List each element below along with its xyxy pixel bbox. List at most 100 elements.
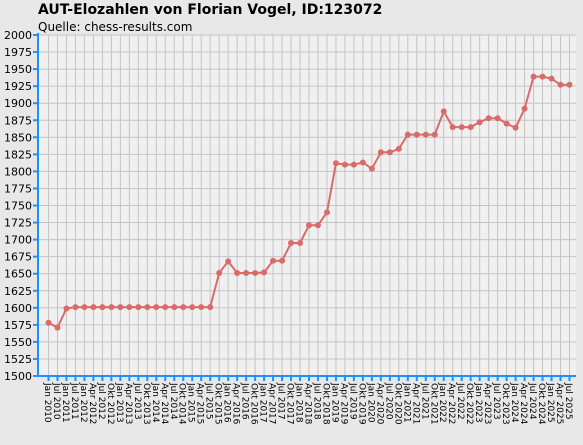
x-tick-label: Okt 2023 [500,383,510,425]
y-tick-label: 1750 [4,200,32,213]
x-tick-label: Jan 2013 [114,382,124,423]
data-point [216,270,223,277]
x-tick-label: Okt 2016 [249,383,259,425]
data-point [458,124,465,131]
x-tick-label: Jan 2015 [186,382,196,423]
x-tick-label: Jan 2018 [294,382,304,423]
data-point [530,73,537,80]
data-point [180,304,187,311]
x-tick-label: Apr 2015 [195,383,205,424]
data-point [171,304,178,311]
x-tick-label: Jan 2011 [60,382,70,423]
data-point [323,209,330,216]
data-point [72,304,79,311]
y-tick-label: 2000 [4,29,32,42]
x-tick-label: Apr 2016 [231,383,241,425]
y-tick-label: 1900 [4,97,32,110]
data-point [386,149,393,156]
data-point [207,304,214,311]
y-tick-label: 1875 [4,114,32,127]
x-tick-label: Okt 2020 [392,383,402,425]
y-tick-label: 1500 [4,370,32,383]
data-point [279,257,286,264]
x-tick-label: Apr 2017 [267,383,277,424]
data-point [332,160,339,167]
data-point [395,145,402,152]
x-tick-label: Okt 2022 [464,383,474,425]
data-point [234,270,241,277]
data-point [350,161,357,168]
x-tick-label: Jul 2020 [383,382,393,420]
data-point [45,319,52,326]
data-point [440,108,447,115]
x-tick-label: Apr 2012 [87,383,97,424]
x-tick-label: Okt 2018 [320,383,330,425]
x-tick-label: Jan 2024 [509,382,519,423]
data-point [90,304,97,311]
data-point [189,304,196,311]
x-tick-label: Jul 2014 [168,382,178,420]
x-tick-label: Jan 2012 [78,382,88,423]
y-tick-label: 1700 [4,234,32,247]
y-tick-label: 1975 [4,46,32,59]
data-point [261,269,268,276]
data-point [512,124,519,131]
y-tick-label: 1600 [4,302,32,315]
x-tick-label: Jan 2016 [222,382,232,423]
x-tick-label: Jan 2022 [437,382,447,423]
y-tick-label: 1950 [4,63,32,76]
y-tick-label: 1650 [4,268,32,281]
x-tick-label: Jul 2011 [69,382,79,420]
data-point [449,124,456,131]
data-point [341,161,348,168]
data-point [108,304,115,311]
x-tick-label: Apr 2019 [338,383,348,425]
data-point [81,304,88,311]
data-point [404,131,411,138]
y-tick-label: 1725 [4,217,32,230]
data-point [117,304,124,311]
data-point [422,131,429,138]
data-point [359,159,366,166]
data-point [431,131,438,138]
x-tick-label: Apr 2020 [374,383,384,425]
y-tick-label: 1825 [4,148,32,161]
y-tick-label: 1925 [4,80,32,93]
x-tick-label: Jul 2023 [491,382,501,420]
x-tick-label: Jul 2016 [240,382,250,420]
data-point [288,240,295,247]
x-tick-label: Okt 2012 [105,383,115,425]
x-tick-label: Jul 2018 [311,382,321,420]
x-tick-label: Apr 2024 [518,383,528,425]
data-point [243,270,250,277]
data-point [162,304,169,311]
x-tick-label: Apr 2018 [303,383,313,425]
data-point [225,258,232,265]
data-point [467,124,474,131]
data-point [54,324,61,331]
data-point [126,304,133,311]
x-tick-label: Jul 2022 [455,382,465,420]
x-tick-label: Jul 2021 [419,382,429,420]
x-tick-label: Okt 2024 [536,383,546,425]
data-point [135,304,142,311]
data-point [494,115,501,122]
x-tick-label: Okt 2021 [428,383,438,425]
x-tick-label: Jan 2025 [545,382,555,423]
data-point [377,149,384,156]
data-point [413,131,420,138]
x-tick-label: Jul 2019 [347,382,357,420]
y-tick-label: 1850 [4,131,32,144]
x-tick-label: Okt 2013 [141,383,151,425]
x-tick-label: Jul 2017 [276,382,286,420]
x-tick-label: Apr 2022 [446,383,456,424]
data-point [270,257,277,264]
x-tick-label: Apr 2013 [123,383,133,424]
x-tick-label: Jul 2024 [527,382,537,420]
y-tick-label: 1775 [4,182,32,195]
chart-subtitle: Quelle: chess-results.com [38,20,193,34]
y-tick-label: 1800 [4,165,32,178]
data-point [198,304,205,311]
